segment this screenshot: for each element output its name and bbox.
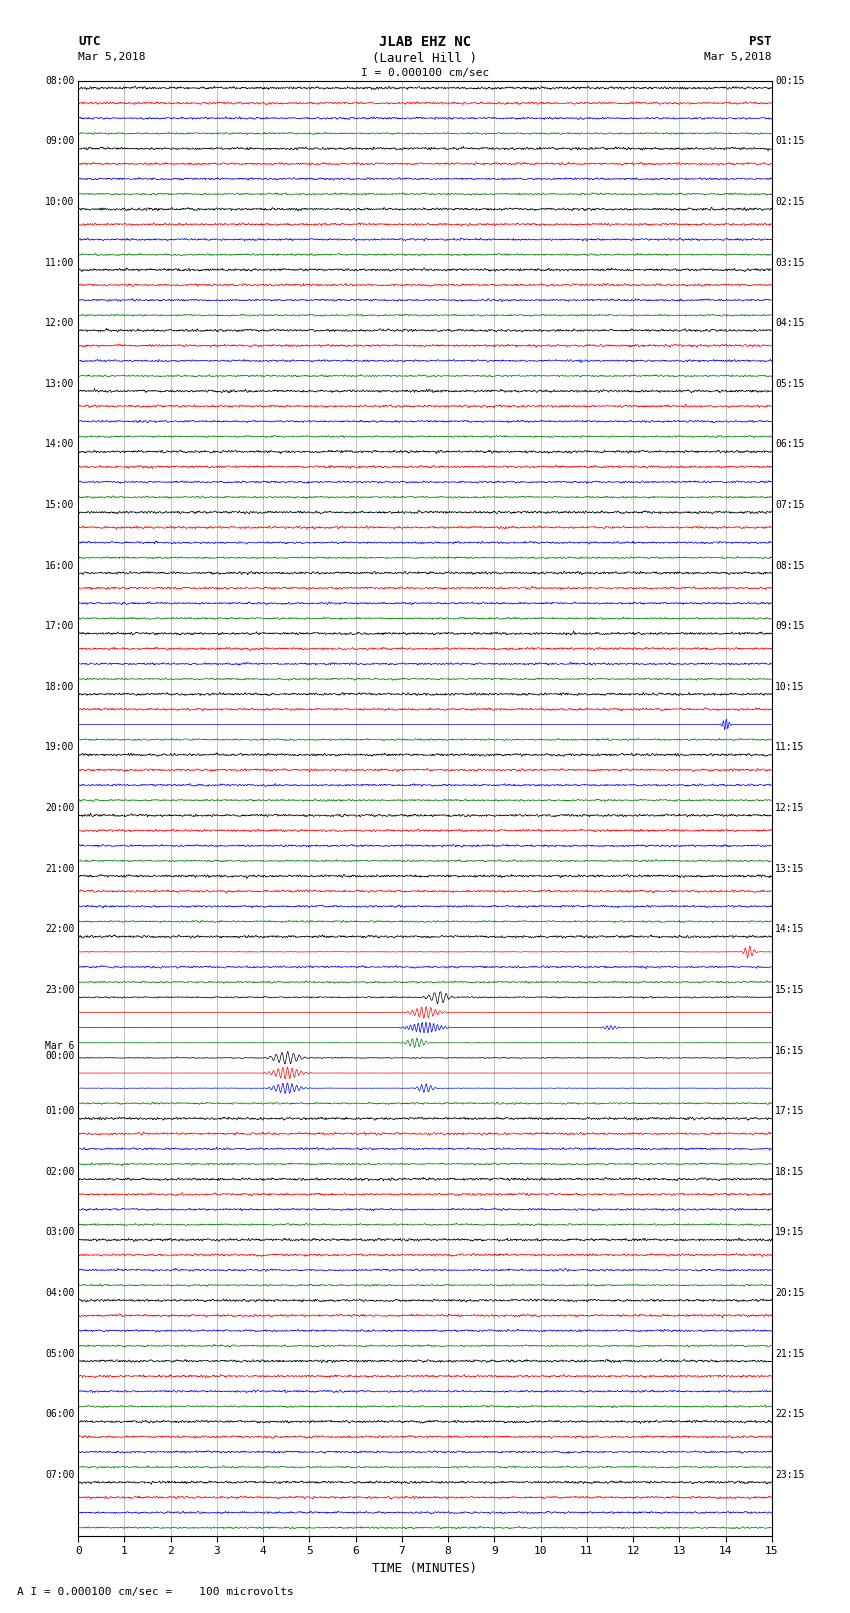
- Text: 18:15: 18:15: [775, 1166, 805, 1177]
- Text: JLAB EHZ NC: JLAB EHZ NC: [379, 35, 471, 50]
- Text: 18:00: 18:00: [45, 682, 75, 692]
- Text: 13:00: 13:00: [45, 379, 75, 389]
- Text: 02:00: 02:00: [45, 1166, 75, 1177]
- Text: 20:15: 20:15: [775, 1289, 805, 1298]
- Text: 16:00: 16:00: [45, 561, 75, 571]
- Text: 11:00: 11:00: [45, 258, 75, 268]
- Text: 00:15: 00:15: [775, 76, 805, 85]
- Text: 23:15: 23:15: [775, 1469, 805, 1481]
- Text: 15:00: 15:00: [45, 500, 75, 510]
- Text: 17:00: 17:00: [45, 621, 75, 631]
- Text: 15:15: 15:15: [775, 986, 805, 995]
- Text: 10:00: 10:00: [45, 197, 75, 206]
- Text: 11:15: 11:15: [775, 742, 805, 753]
- Text: 21:00: 21:00: [45, 863, 75, 874]
- Text: Mar 5,2018: Mar 5,2018: [78, 52, 145, 61]
- Text: 00:00: 00:00: [45, 1050, 75, 1061]
- Text: (Laurel Hill ): (Laurel Hill ): [372, 52, 478, 65]
- Text: 06:15: 06:15: [775, 439, 805, 450]
- Text: 08:00: 08:00: [45, 76, 75, 85]
- Text: 16:15: 16:15: [775, 1045, 805, 1055]
- Text: Mar 5,2018: Mar 5,2018: [705, 52, 772, 61]
- Text: UTC: UTC: [78, 35, 100, 48]
- Text: 17:15: 17:15: [775, 1107, 805, 1116]
- Text: 13:15: 13:15: [775, 863, 805, 874]
- Text: 01:15: 01:15: [775, 135, 805, 147]
- Text: 02:15: 02:15: [775, 197, 805, 206]
- Text: 19:00: 19:00: [45, 742, 75, 753]
- Text: 14:15: 14:15: [775, 924, 805, 934]
- Text: 07:00: 07:00: [45, 1469, 75, 1481]
- Text: 22:15: 22:15: [775, 1410, 805, 1419]
- Text: 14:00: 14:00: [45, 439, 75, 450]
- Text: 12:15: 12:15: [775, 803, 805, 813]
- X-axis label: TIME (MINUTES): TIME (MINUTES): [372, 1561, 478, 1574]
- Text: 08:15: 08:15: [775, 561, 805, 571]
- Text: 07:15: 07:15: [775, 500, 805, 510]
- Text: 06:00: 06:00: [45, 1410, 75, 1419]
- Text: 21:15: 21:15: [775, 1348, 805, 1358]
- Text: 22:00: 22:00: [45, 924, 75, 934]
- Text: 05:15: 05:15: [775, 379, 805, 389]
- Text: 09:00: 09:00: [45, 135, 75, 147]
- Text: 01:00: 01:00: [45, 1107, 75, 1116]
- Text: 09:15: 09:15: [775, 621, 805, 631]
- Text: 03:00: 03:00: [45, 1227, 75, 1237]
- Text: 20:00: 20:00: [45, 803, 75, 813]
- Text: PST: PST: [750, 35, 772, 48]
- Text: Mar 6: Mar 6: [45, 1040, 75, 1050]
- Text: 04:00: 04:00: [45, 1289, 75, 1298]
- Text: 23:00: 23:00: [45, 986, 75, 995]
- Text: 19:15: 19:15: [775, 1227, 805, 1237]
- Text: 04:15: 04:15: [775, 318, 805, 327]
- Text: I = 0.000100 cm/sec: I = 0.000100 cm/sec: [361, 68, 489, 77]
- Text: 03:15: 03:15: [775, 258, 805, 268]
- Text: 05:00: 05:00: [45, 1348, 75, 1358]
- Text: A I = 0.000100 cm/sec =    100 microvolts: A I = 0.000100 cm/sec = 100 microvolts: [17, 1587, 294, 1597]
- Text: 10:15: 10:15: [775, 682, 805, 692]
- Text: 12:00: 12:00: [45, 318, 75, 327]
